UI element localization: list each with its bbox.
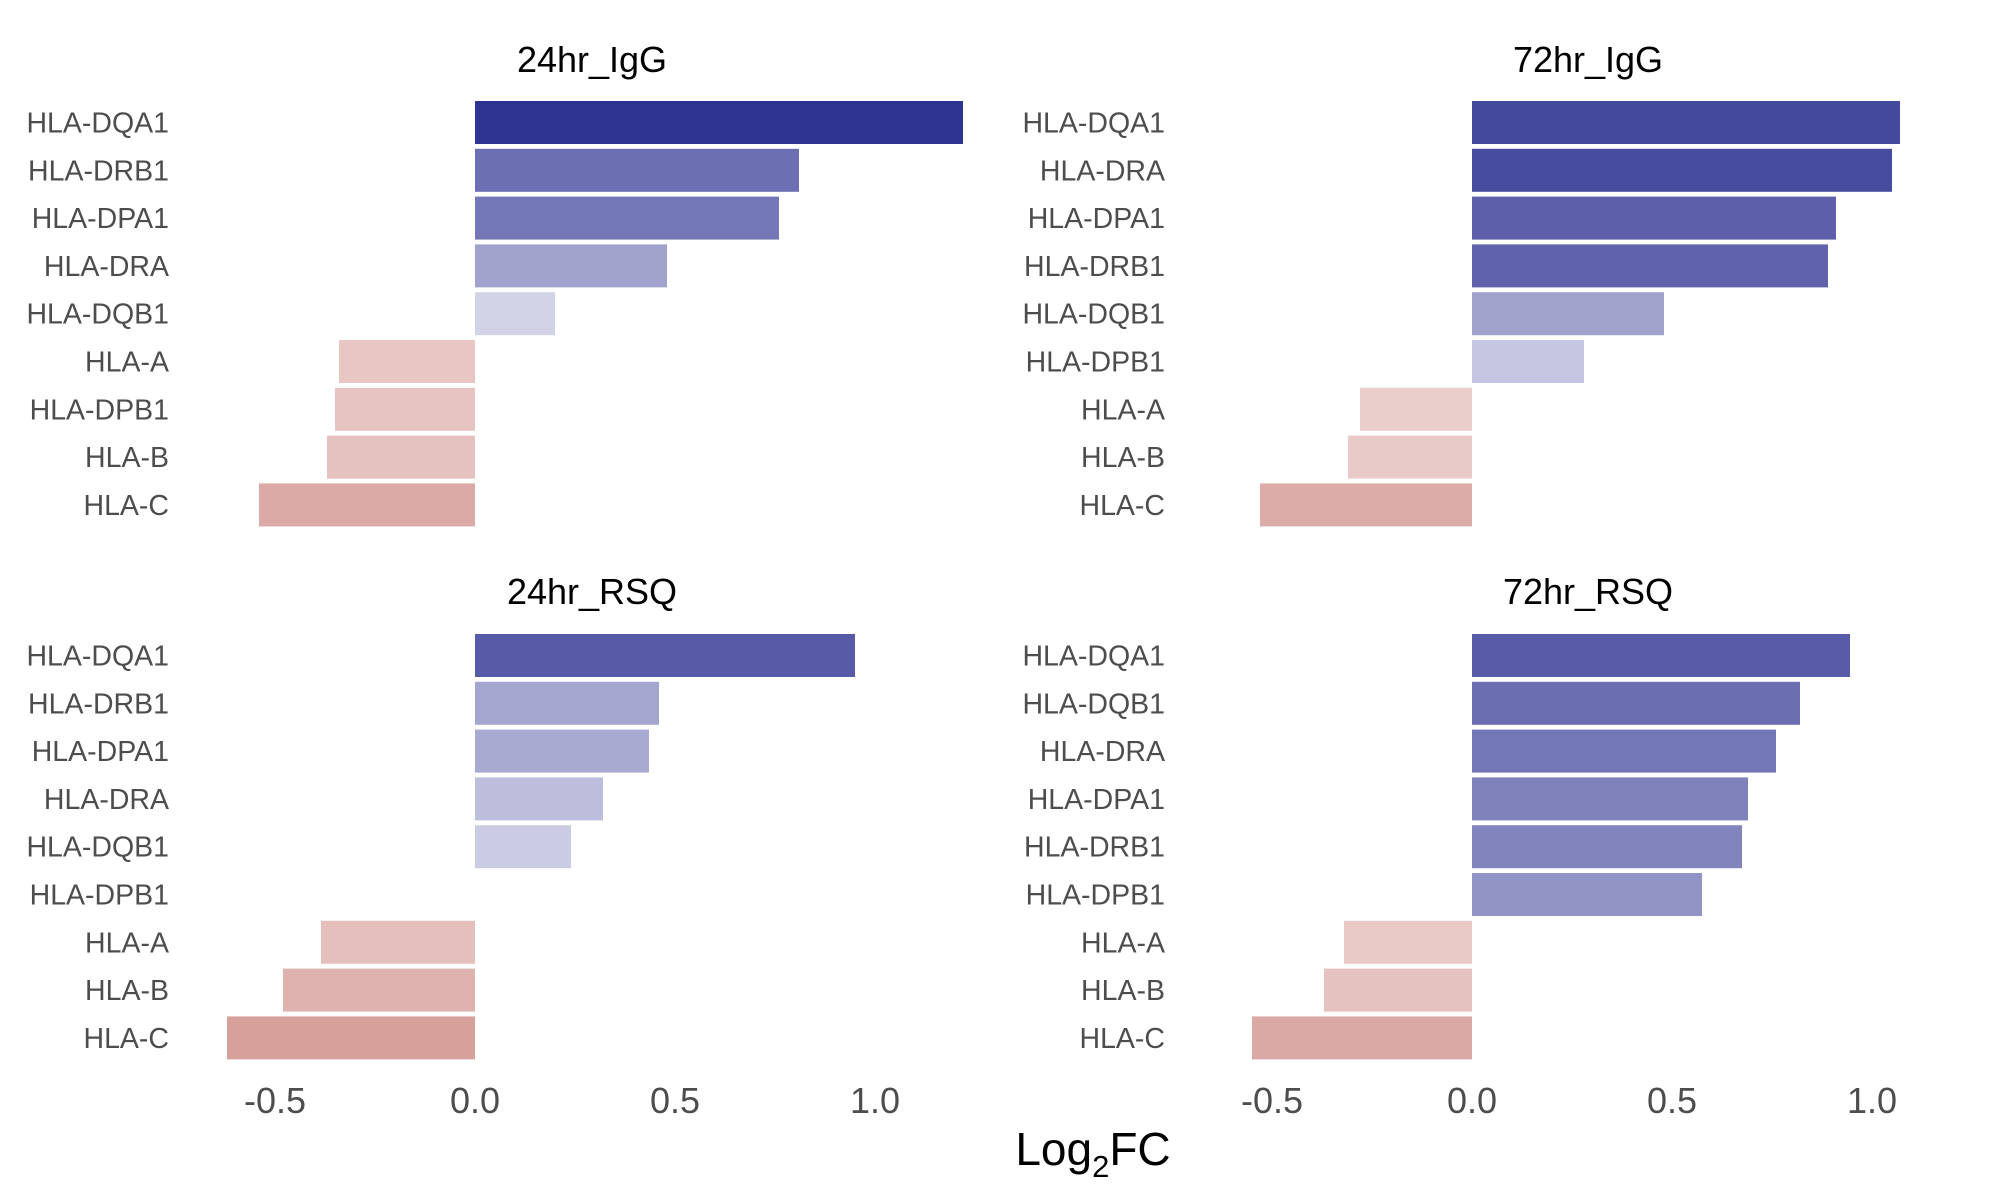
bar-hla-dpb1 (335, 387, 475, 431)
x-tick-label: 0.0 (450, 1080, 500, 1121)
category-label: HLA-A (1081, 394, 1165, 426)
x-tick-label: 0.0 (1447, 1080, 1497, 1121)
bar-hla-b (283, 968, 475, 1012)
bar-hla-dpa1 (475, 729, 649, 773)
category-label: HLA-DPA1 (32, 203, 169, 235)
bar-hla-dpa1 (1472, 196, 1836, 240)
category-label: HLA-B (1081, 975, 1165, 1007)
category-label: HLA-DQA1 (1022, 108, 1165, 140)
bar-hla-dpa1 (475, 196, 779, 240)
bar-hla-a (339, 340, 475, 383)
category-label: HLA-DQA1 (26, 641, 169, 673)
category-label: HLA-DPA1 (1028, 203, 1165, 235)
x-axis-title-suffix: FC (1109, 1123, 1170, 1175)
bar-hla-c (1260, 483, 1472, 527)
bar-hla-b (1324, 968, 1472, 1012)
category-label: HLA-DPB1 (30, 880, 169, 912)
category-label: HLA-DQB1 (1022, 688, 1165, 720)
category-label: HLA-DRA (1040, 155, 1165, 187)
bar-hla-dqa1 (475, 634, 855, 677)
category-label: HLA-DRA (1040, 736, 1165, 768)
category-label: HLA-C (1079, 1023, 1165, 1055)
x-tick-label: -0.5 (1241, 1080, 1303, 1121)
category-label: HLA-DRA (44, 251, 169, 283)
panel-title: 72hr_IgG (1513, 39, 1663, 80)
x-tick-label: 0.5 (650, 1080, 700, 1121)
panel-title: 72hr_RSQ (1503, 571, 1673, 612)
x-tick-label: 0.5 (1647, 1080, 1697, 1121)
bar-hla-c (1252, 1016, 1472, 1060)
bar-hla-dqa1 (1472, 634, 1850, 677)
category-label: HLA-DRB1 (1024, 251, 1165, 283)
category-label: HLA-DRB1 (28, 688, 169, 720)
category-label: HLA-DRB1 (28, 155, 169, 187)
x-tick-label: -0.5 (244, 1080, 306, 1121)
bar-hla-dra (1472, 729, 1776, 773)
x-axis-title-subscript: 2 (1092, 1149, 1109, 1184)
x-tick-label: 1.0 (1847, 1080, 1897, 1121)
bar-hla-b (1348, 435, 1472, 479)
category-label: HLA-B (85, 975, 169, 1007)
category-label: HLA-DQB1 (26, 832, 169, 864)
category-label: HLA-DQB1 (26, 299, 169, 331)
category-label: HLA-DRA (44, 784, 169, 816)
category-label: HLA-C (1079, 490, 1165, 522)
bar-hla-c (259, 483, 475, 527)
bar-hla-dqa1 (1472, 101, 1900, 144)
bar-hla-a (1344, 920, 1472, 964)
panel-24hr-igg: 24hr_IgG HLA-DQA1 HLA-DRB1 HLA-DPA1 HLA-DRA H… (26, 39, 963, 527)
category-label: HLA-DQA1 (1022, 641, 1165, 673)
x-axis-title-main: Log (1015, 1123, 1092, 1175)
panel-24hr-rsq: 24hr_RSQ HLA-DQA1 HLA-DRB1 HLA-DPA1 HLA-DRA H… (26, 571, 855, 1060)
category-label: HLA-DQA1 (26, 108, 169, 140)
bar-hla-drb1 (475, 148, 799, 192)
bar-hla-b (327, 435, 475, 479)
bar-hla-dpa1 (1472, 777, 1748, 821)
category-label: HLA-DQB1 (1022, 299, 1165, 331)
category-label: HLA-DPA1 (1028, 784, 1165, 816)
x-axis-title: Log2FC (1015, 1123, 1170, 1184)
bar-hla-dqb1 (1472, 681, 1800, 725)
x-tick-label: 1.0 (850, 1080, 900, 1121)
bar-hla-dqb1 (475, 292, 555, 336)
bar-hla-c (227, 1016, 475, 1060)
category-label: HLA-DPB1 (1026, 347, 1165, 379)
category-label: HLA-DPA1 (32, 736, 169, 768)
category-label: HLA-B (85, 442, 169, 474)
category-label: HLA-DPB1 (1026, 880, 1165, 912)
bar-hla-dpb1 (475, 873, 476, 916)
bar-hla-drb1 (475, 681, 659, 725)
bar-hla-dra (475, 244, 667, 288)
bar-hla-drb1 (1472, 244, 1828, 288)
category-label: HLA-DRB1 (1024, 832, 1165, 864)
panel-title: 24hr_RSQ (507, 571, 677, 612)
panel-72hr-rsq: 72hr_RSQ HLA-DQA1 HLA-DQB1 HLA-DRA HLA-DPA1 H… (1022, 571, 1850, 1060)
category-label: HLA-DPB1 (30, 394, 169, 426)
bar-hla-dpb1 (1472, 873, 1702, 916)
bar-hla-dpb1 (1472, 340, 1584, 383)
bar-hla-a (1360, 387, 1472, 431)
bar-hla-dra (475, 777, 603, 821)
category-label: HLA-A (1081, 927, 1165, 959)
category-label: HLA-B (1081, 442, 1165, 474)
bar-hla-dra (1472, 148, 1892, 192)
panel-72hr-igg: 72hr_IgG HLA-DQA1 HLA-DRA HLA-DPA1 HLA-DRB1 H… (1022, 39, 1900, 527)
category-label: HLA-A (85, 927, 169, 959)
bar-hla-drb1 (1472, 825, 1742, 869)
category-label: HLA-C (83, 490, 169, 522)
category-label: HLA-A (85, 347, 169, 379)
bar-hla-dqb1 (475, 825, 571, 869)
bar-hla-a (321, 920, 475, 964)
category-label: HLA-C (83, 1023, 169, 1055)
bar-hla-dqb1 (1472, 292, 1664, 336)
panel-title: 24hr_IgG (517, 39, 667, 80)
bar-hla-dqa1 (475, 101, 963, 144)
